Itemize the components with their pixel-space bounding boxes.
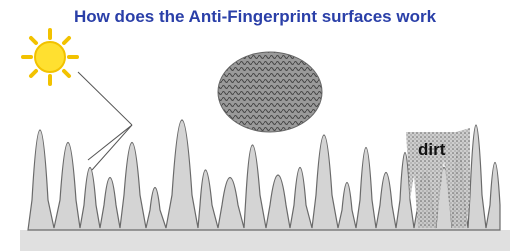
substrate [20,230,510,251]
diagram: How does the Anti-Fingerprint surfaces w… [0,0,510,251]
title: How does the Anti-Fingerprint surfaces w… [74,7,437,26]
fingerprint [218,52,322,132]
sun [23,30,77,84]
dirt-label: dirt [418,140,446,159]
page: How does the Anti-Fingerprint surfaces w… [0,0,510,251]
